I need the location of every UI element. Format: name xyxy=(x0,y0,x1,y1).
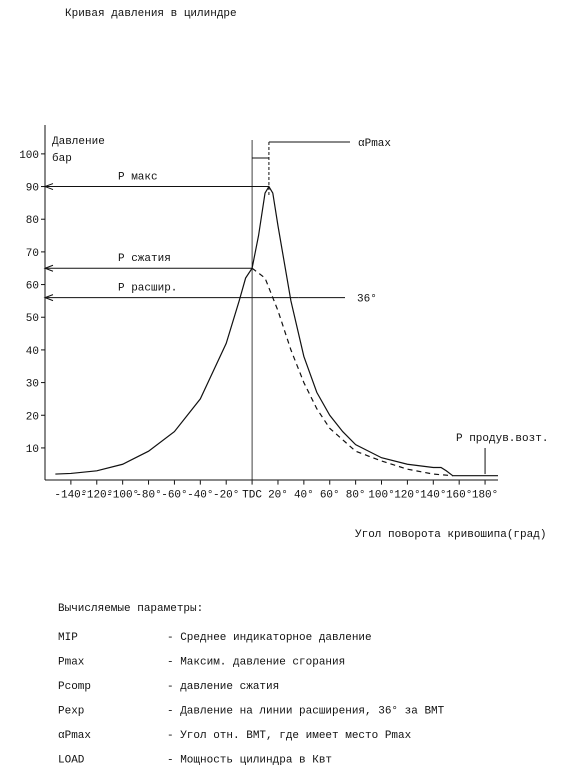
x-tick-label: -140° xyxy=(54,490,87,502)
x-tick-label: -100° xyxy=(106,490,139,502)
param-desc: - Максим. давление сгорания xyxy=(167,657,345,669)
arrow xyxy=(43,264,54,272)
x-tick-label: 160° xyxy=(446,490,472,502)
x-tick-label: 20° xyxy=(268,490,288,502)
x-tick-label: 60° xyxy=(320,490,340,502)
y-tick-label: 70 xyxy=(26,248,39,260)
annotation: P макс xyxy=(118,172,158,184)
annotation: P расшир. xyxy=(118,283,177,295)
x-tick-label: -120° xyxy=(80,490,113,502)
param-name: Pcomp xyxy=(58,681,91,693)
param-desc: - Угол отн. ВМТ, где имеет место Pmax xyxy=(167,730,412,742)
y-tick-label: 90 xyxy=(26,183,39,195)
y-tick-label: 40 xyxy=(26,346,39,358)
annotation: 36° xyxy=(357,294,377,306)
x-tick-label: -20° xyxy=(213,490,239,502)
y-tick-label: 60 xyxy=(26,281,39,293)
y-tick-label: 100 xyxy=(19,150,39,162)
x-tick-label: 100° xyxy=(368,490,394,502)
y-tick-label: 20 xyxy=(26,411,39,423)
x-label: Угол поворота кривошипа(град) xyxy=(355,529,546,541)
annotation: P сжатия xyxy=(118,253,171,265)
chart-title: Кривая давления в цилиндре xyxy=(65,8,237,20)
param-desc: - давление сжатия xyxy=(167,681,279,693)
x-tick-label: 140° xyxy=(420,490,446,502)
param-name: LOAD xyxy=(58,755,85,767)
x-tick-label: 40° xyxy=(294,490,314,502)
param-desc: - Давление на линии расширения, 36° за В… xyxy=(167,706,445,718)
y-tick-label: 30 xyxy=(26,379,39,391)
y-tick-label: 10 xyxy=(26,444,39,456)
x-tick-label: 80° xyxy=(346,490,366,502)
x-tick-label: TDC xyxy=(242,490,262,502)
param-desc: - Среднее индикаторное давление xyxy=(167,632,372,644)
heading: Вычисляемые параметры: xyxy=(58,603,203,615)
annotation: αPmax xyxy=(358,138,391,150)
curve xyxy=(55,185,498,477)
annotation: P продув.возт. xyxy=(456,433,548,445)
param-name: Pexp xyxy=(58,706,84,718)
x-tick-label: 120° xyxy=(394,490,420,502)
y-label: бар xyxy=(52,152,72,165)
param-name: Pmax xyxy=(58,657,85,669)
x-tick-label: 180° xyxy=(472,490,498,502)
y-tick-label: 80 xyxy=(26,215,39,227)
param-name: MIP xyxy=(58,632,78,644)
y-tick-label: 50 xyxy=(26,313,39,325)
arrow xyxy=(43,294,54,302)
param-name: αPmax xyxy=(58,730,91,742)
arrow xyxy=(43,183,54,191)
x-tick-label: -80° xyxy=(135,490,161,502)
y-label: Давление xyxy=(52,136,105,148)
x-tick-label: -40° xyxy=(187,490,213,502)
x-tick-label: -60° xyxy=(161,490,187,502)
param-desc: - Мощность цилиндра в Квт xyxy=(167,755,332,767)
curve xyxy=(251,267,453,477)
